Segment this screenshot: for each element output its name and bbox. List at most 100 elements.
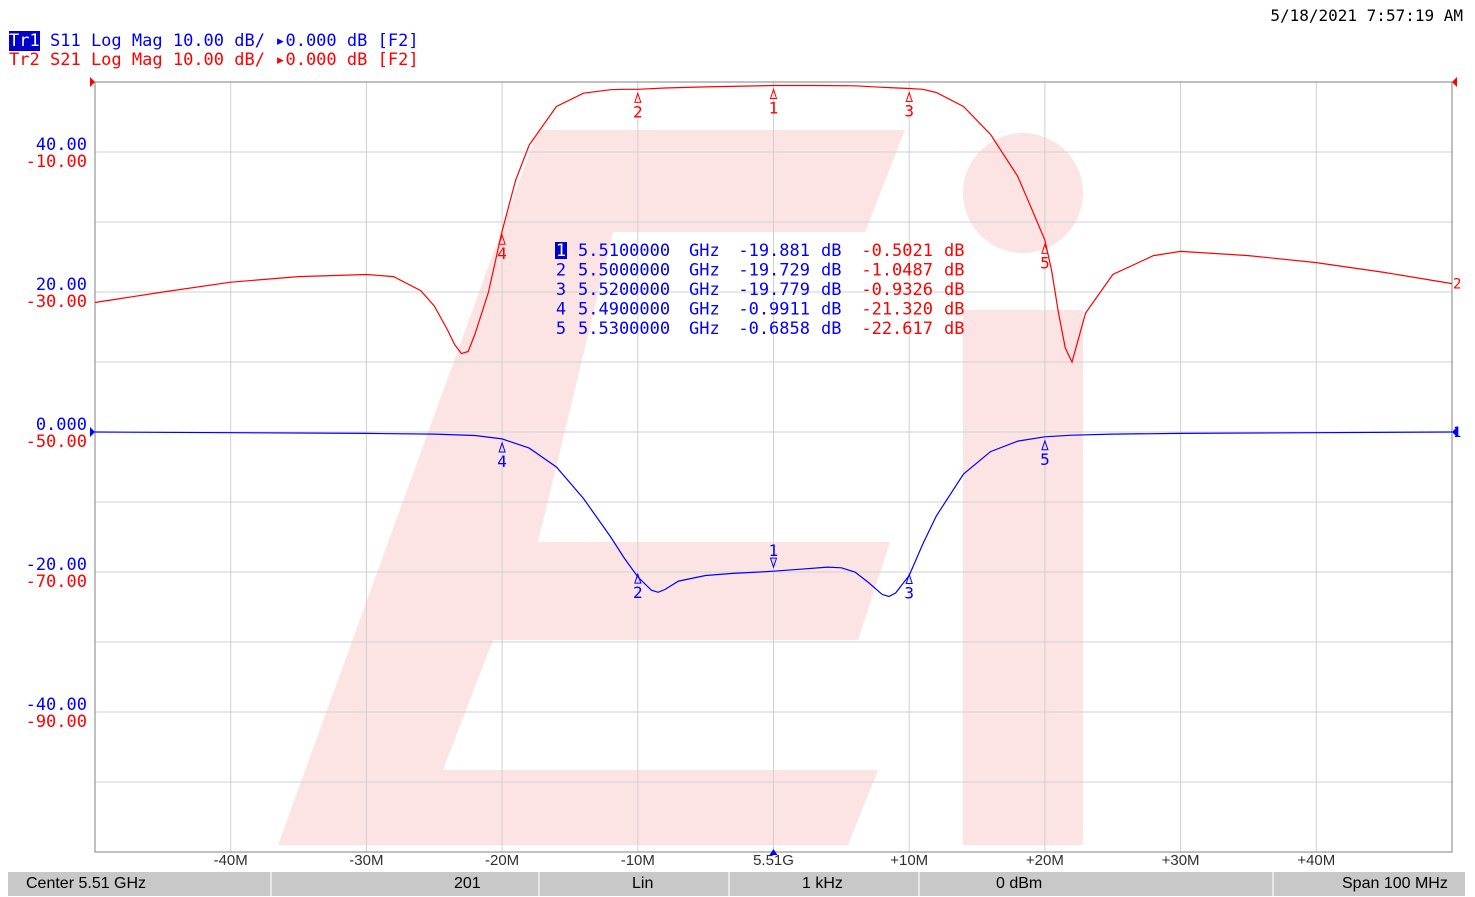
trace-header-tr1[interactable]: Tr1 S11 Log Mag 10.00 dB/ ▸0.000 dB [F2] xyxy=(9,31,419,51)
y-tick-label-s11: 40.00 xyxy=(36,135,87,155)
marker-table-s11: -0.6858 xyxy=(738,319,810,339)
marker-triangle-icon xyxy=(1041,242,1049,254)
marker-table-freq-unit: GHz xyxy=(689,300,720,320)
marker-table-id: 1 xyxy=(556,241,566,261)
y-tick-label-s21: -70.00 xyxy=(26,572,87,592)
marker-triangle-icon xyxy=(905,572,913,584)
marker-table-s11-unit: dB xyxy=(821,300,841,320)
trace-channel: [F2] xyxy=(377,31,419,51)
marker-label: 4 xyxy=(497,244,507,263)
status-power[interactable]: 0 dBm xyxy=(996,875,1043,892)
trace-scale: 10.00 dB/ xyxy=(172,31,265,51)
marker-label: 2 xyxy=(633,102,643,121)
marker-table-freq-unit: GHz xyxy=(689,280,720,300)
marker-table-id: 4 xyxy=(556,300,566,320)
trace-s11 xyxy=(94,431,1453,598)
ref-arrow-icon xyxy=(1452,77,1457,87)
traces xyxy=(94,84,1453,598)
marker-triangle-icon xyxy=(905,90,913,103)
status-divider xyxy=(918,872,920,896)
y-tick-label-s11: 0.000 xyxy=(36,415,87,435)
x-tick-label: -40M xyxy=(214,852,248,869)
trace-badge-tr1[interactable]: Tr1 xyxy=(9,31,40,51)
trace-s21 xyxy=(94,84,1453,364)
trace-header-tr2[interactable]: Tr2 S21 Log Mag 10.00 dB/ ▸0.000 dB [F2] xyxy=(9,51,419,70)
marker-triangle-icon xyxy=(634,91,642,103)
status-bar: Center 5.51 GHz 201 Lin 1 kHz 0 dBm Span… xyxy=(8,872,1465,896)
marker-table-freq: 5.5300000 xyxy=(578,319,670,339)
marker-table-s11-unit: dB xyxy=(821,261,841,281)
marker-triangle-icon xyxy=(769,557,778,569)
marker-active-badge xyxy=(555,242,567,259)
y-tick-label-s21: -50.00 xyxy=(26,432,87,452)
ref-arrow-icon xyxy=(90,427,95,437)
reference-arrows: 12 xyxy=(90,77,1461,441)
marker-label: 1 xyxy=(769,541,779,560)
trace-format: Log Mag xyxy=(90,50,163,70)
marker-table-s21: -21.320 xyxy=(861,300,933,320)
marker-label: 5 xyxy=(1040,450,1050,469)
x-tick-label: -10M xyxy=(621,852,655,869)
y-axis-labels: 40.00 20.00 0.000 -20.00 -40.00 -10.00 -30.00 -… xyxy=(26,135,87,732)
marker-triangle-icon xyxy=(634,572,642,584)
status-center[interactable]: Center 5.51 GHz xyxy=(26,875,147,892)
marker-table-s21-unit: dB xyxy=(944,319,964,339)
marker-table-freq: 5.4900000 xyxy=(578,300,670,320)
marker-table-s11: -0.9911 xyxy=(738,300,810,320)
trace-end-label: 2 xyxy=(1453,277,1461,293)
y-tick-label-s11: 20.00 xyxy=(36,275,87,295)
x-tick-label: -20M xyxy=(485,852,519,869)
timestamp: 5/18/2021 7:57:19 AM xyxy=(1270,6,1463,25)
plot-area[interactable]: 40.00 20.00 0.000 -20.00 -40.00 -10.00 -30.00 -… xyxy=(0,0,1475,872)
ref-arrow-icon xyxy=(90,77,95,87)
marker-table-freq: 5.5100000 xyxy=(578,241,670,261)
status-span[interactable]: Span 100 MHz xyxy=(1342,875,1448,892)
status-divider xyxy=(728,872,730,896)
marker-table-s21: -0.5021 xyxy=(861,241,933,261)
status-divider xyxy=(270,872,272,896)
marker-readout-table: 1 5.5100000 GHz -19.881 dB -0.5021 dB 2 5.500000… xyxy=(555,241,964,339)
status-ifbw[interactable]: 1 kHz xyxy=(802,875,843,892)
marker-label: 1 xyxy=(769,99,779,118)
status-divider xyxy=(538,872,540,896)
marker-label: 5 xyxy=(1040,253,1050,272)
marker-table-id: 2 xyxy=(556,261,566,281)
trace-param: S11 xyxy=(49,31,81,51)
ref-arrow-icon xyxy=(1452,427,1457,437)
x-tick-label: +20M xyxy=(1026,852,1064,869)
marker-triangle-icon xyxy=(498,441,506,453)
trace-channel: [F2] xyxy=(377,50,419,70)
status-points[interactable]: 201 xyxy=(454,875,481,892)
trace-param: S21 xyxy=(49,50,81,70)
marker-table-freq-unit: GHz xyxy=(689,261,720,281)
y-tick-label-s11: -20.00 xyxy=(26,555,87,575)
x-tick-label: 5.51G xyxy=(753,852,794,869)
marker-table-s11: -19.881 xyxy=(738,241,810,261)
marker-table-s21-unit: dB xyxy=(944,241,964,261)
trace-ref: 0.000 dB xyxy=(285,31,368,51)
trace-format: Log Mag xyxy=(90,31,163,51)
status-sweep-type[interactable]: Lin xyxy=(632,875,654,892)
marker-table-freq-unit: GHz xyxy=(689,241,720,261)
trace-scale: 10.00 dB/ xyxy=(172,50,265,70)
marker-table-s11: -19.779 xyxy=(738,280,810,300)
center-marker-icon xyxy=(769,849,778,855)
trace-end-label: 1 xyxy=(1453,425,1461,441)
x-tick-label: +40M xyxy=(1297,852,1335,869)
marker-label: 4 xyxy=(497,452,507,471)
x-tick-label: -30M xyxy=(349,852,383,869)
marker-table-s11: -19.729 xyxy=(738,261,810,281)
plot-grid xyxy=(95,82,1452,852)
marker-triangle-icon xyxy=(498,233,506,245)
marker-label: 3 xyxy=(904,102,914,121)
marker-table-s21-unit: dB xyxy=(944,261,964,281)
ref-arrow-icon: ▸ xyxy=(275,31,286,51)
marker-table-s21: -1.0487 xyxy=(861,261,933,281)
trace-badge-tr2[interactable]: Tr2 xyxy=(9,50,40,70)
x-tick-label: +10M xyxy=(890,852,928,869)
marker-table-id: 3 xyxy=(556,280,566,300)
y-tick-label-s11: -40.00 xyxy=(26,695,87,715)
x-tick-label: +30M xyxy=(1162,852,1200,869)
marker-table-id: 5 xyxy=(556,319,566,339)
